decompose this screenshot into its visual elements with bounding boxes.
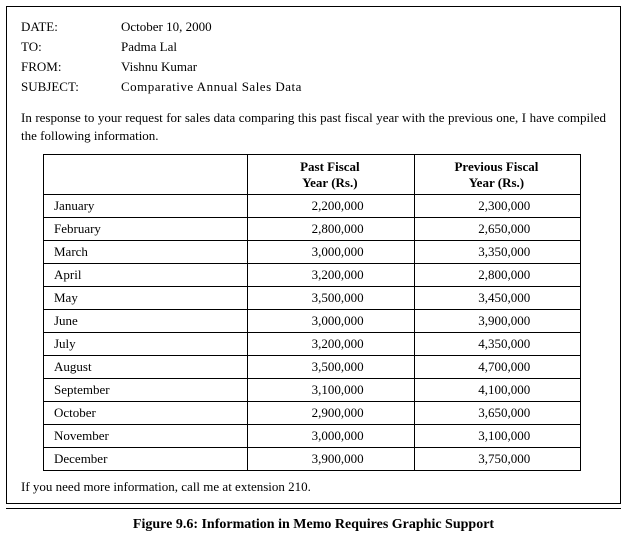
date-value: October 10, 2000 — [121, 19, 606, 35]
table-row: April3,200,0002,800,000 — [44, 264, 581, 287]
month-cell: December — [44, 448, 248, 471]
table-row: February2,800,0002,650,000 — [44, 218, 581, 241]
month-cell: September — [44, 379, 248, 402]
header-subject-row: SUBJECT: Comparative Annual Sales Data — [21, 79, 606, 95]
figure-caption: Figure 9.6: Information in Memo Requires… — [6, 517, 621, 533]
col-header-past-l2: Year (Rs.) — [302, 175, 357, 190]
prev-value-cell: 3,350,000 — [414, 241, 581, 264]
prev-value-cell: 4,700,000 — [414, 356, 581, 379]
past-value-cell: 3,200,000 — [248, 264, 415, 287]
prev-value-cell: 4,100,000 — [414, 379, 581, 402]
prev-value-cell: 3,450,000 — [414, 287, 581, 310]
from-value: Vishnu Kumar — [121, 59, 606, 75]
past-value-cell: 3,000,000 — [248, 425, 415, 448]
header-to-row: TO: Padma Lal — [21, 39, 606, 55]
table-header-row: Past Fiscal Year (Rs.) Previous Fiscal Y… — [44, 155, 581, 195]
memo-container: DATE: October 10, 2000 TO: Padma Lal FRO… — [6, 6, 621, 504]
past-value-cell: 3,000,000 — [248, 241, 415, 264]
month-cell: January — [44, 195, 248, 218]
memo-footer: If you need more information, call me at… — [21, 479, 606, 495]
from-label: FROM: — [21, 59, 121, 75]
month-cell: July — [44, 333, 248, 356]
col-header-prev-l2: Year (Rs.) — [469, 175, 524, 190]
subject-label: SUBJECT: — [21, 79, 121, 95]
month-cell: June — [44, 310, 248, 333]
subject-value: Comparative Annual Sales Data — [121, 79, 606, 95]
past-value-cell: 2,200,000 — [248, 195, 415, 218]
table-row: June3,000,0003,900,000 — [44, 310, 581, 333]
sales-table: Past Fiscal Year (Rs.) Previous Fiscal Y… — [43, 154, 581, 471]
col-header-prev-l1: Previous Fiscal — [454, 159, 538, 174]
col-header-past-l1: Past Fiscal — [300, 159, 360, 174]
caption-separator — [6, 508, 621, 509]
past-value-cell: 3,000,000 — [248, 310, 415, 333]
month-cell: November — [44, 425, 248, 448]
prev-value-cell: 3,750,000 — [414, 448, 581, 471]
month-cell: August — [44, 356, 248, 379]
past-value-cell: 3,100,000 — [248, 379, 415, 402]
past-value-cell: 2,800,000 — [248, 218, 415, 241]
table-row: September3,100,0004,100,000 — [44, 379, 581, 402]
month-cell: May — [44, 287, 248, 310]
col-header-prev: Previous Fiscal Year (Rs.) — [414, 155, 581, 195]
month-cell: March — [44, 241, 248, 264]
past-value-cell: 3,500,000 — [248, 287, 415, 310]
to-label: TO: — [21, 39, 121, 55]
table-row: March3,000,0003,350,000 — [44, 241, 581, 264]
table-row: November3,000,0003,100,000 — [44, 425, 581, 448]
table-row: July3,200,0004,350,000 — [44, 333, 581, 356]
to-value: Padma Lal — [121, 39, 606, 55]
table-row: January2,200,0002,300,000 — [44, 195, 581, 218]
table-row: October2,900,0003,650,000 — [44, 402, 581, 425]
past-value-cell: 3,900,000 — [248, 448, 415, 471]
header-date-row: DATE: October 10, 2000 — [21, 19, 606, 35]
past-value-cell: 3,200,000 — [248, 333, 415, 356]
col-header-past: Past Fiscal Year (Rs.) — [248, 155, 415, 195]
prev-value-cell: 2,300,000 — [414, 195, 581, 218]
table-row: May3,500,0003,450,000 — [44, 287, 581, 310]
month-cell: February — [44, 218, 248, 241]
table-row: August3,500,0004,700,000 — [44, 356, 581, 379]
prev-value-cell: 2,650,000 — [414, 218, 581, 241]
past-value-cell: 3,500,000 — [248, 356, 415, 379]
memo-body: In response to your request for sales da… — [21, 109, 606, 144]
prev-value-cell: 4,350,000 — [414, 333, 581, 356]
date-label: DATE: — [21, 19, 121, 35]
col-header-month — [44, 155, 248, 195]
past-value-cell: 2,900,000 — [248, 402, 415, 425]
month-cell: April — [44, 264, 248, 287]
month-cell: October — [44, 402, 248, 425]
prev-value-cell: 3,100,000 — [414, 425, 581, 448]
prev-value-cell: 3,900,000 — [414, 310, 581, 333]
table-row: December3,900,0003,750,000 — [44, 448, 581, 471]
prev-value-cell: 2,800,000 — [414, 264, 581, 287]
prev-value-cell: 3,650,000 — [414, 402, 581, 425]
header-from-row: FROM: Vishnu Kumar — [21, 59, 606, 75]
